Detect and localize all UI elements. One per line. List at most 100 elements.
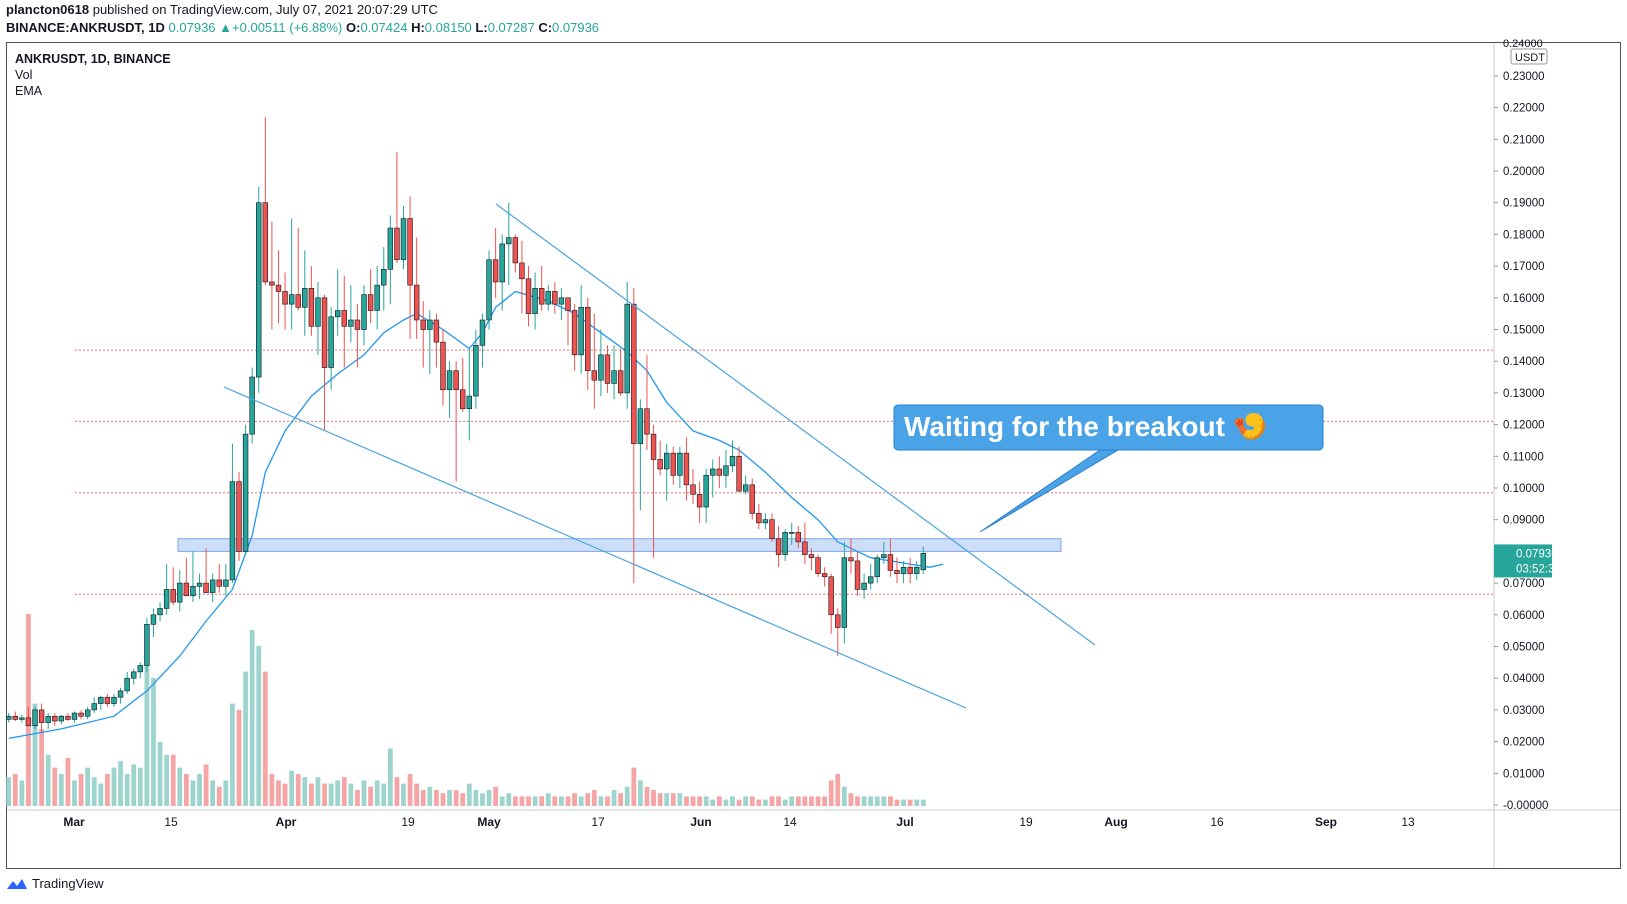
volume-bar [677,793,683,806]
candle-body [157,608,163,616]
volume-bar [12,774,18,806]
volume-bar [795,796,801,806]
price-tick-label: 0.10000 [1503,483,1545,495]
candle-body [815,557,821,574]
candle-body [413,284,420,321]
volume-bar [637,780,643,806]
callout: Waiting for the breakout 🍤 [893,404,1324,533]
candle-body [295,294,301,308]
volume-bar [473,790,479,806]
price-tick-label: 0.18000 [1503,229,1545,241]
time-tick-label: Mar [63,815,85,829]
volume-bar [822,796,828,806]
candle-body [78,712,84,717]
volume-bar [690,796,696,806]
volume-bar [387,748,393,806]
candle-body [914,566,920,574]
author-name[interactable]: plancton0618 [6,2,90,17]
volume-bar [848,793,854,806]
volume-bar [401,783,406,806]
candle-body [545,291,551,305]
volume-bar [868,796,874,806]
candle-body [71,712,78,720]
volume-bar [183,774,189,806]
volume-bar [466,783,472,806]
volume-bar [322,783,327,806]
candle-body [209,579,216,593]
chart-frame[interactable] [6,42,1621,869]
candle-body [407,218,413,286]
support-zone [177,538,1062,552]
volume-bar [684,796,689,806]
volume-bar [262,671,268,806]
candle-body [479,319,486,346]
volume-bar [716,796,722,806]
candle-body [177,582,183,603]
candle-body [354,319,361,330]
volume-bar [855,796,860,806]
volume-bar [598,796,604,806]
candle-body [710,468,716,476]
volume-bar [308,783,314,806]
volume-bar [624,786,630,806]
candle-body [762,519,769,524]
publish-info: plancton0618 published on TradingView.co… [6,2,438,17]
volume-bar [58,774,64,806]
candle-body [631,303,637,444]
volume-bar [190,780,196,806]
candle-body [170,589,176,603]
footer-brand[interactable]: TradingView [6,876,104,891]
candle-body [894,570,900,574]
close-label: C: [538,20,553,35]
volume-bar [348,783,354,806]
volume-bar [888,796,893,806]
candle-body [473,345,479,397]
volume-bar [302,777,308,806]
currency-label: USDT [1515,52,1545,64]
volume-bar [381,783,387,806]
upper-trendline [495,203,1096,646]
volume-bar [453,790,459,806]
volume-bar [493,786,499,806]
price-tick-label: 0.05000 [1503,642,1545,654]
volume-bar [526,796,531,806]
candle-body [492,259,499,283]
candle-body [881,554,887,559]
candle-body [499,243,505,283]
volume-bar [486,790,492,806]
candle-body [433,319,440,343]
candle-body [361,294,367,330]
volume-bar [815,796,821,806]
countdown-label: 03:52:32 [1516,563,1561,575]
volume-bar [249,630,255,806]
time-tick-label: Jul [896,815,913,829]
volume-bar [559,796,564,806]
candle-body [374,284,380,311]
ema-polyline [8,290,944,740]
time-tick-label: Sep [1315,815,1337,829]
candle-body [163,589,170,609]
candle-body [427,319,433,330]
volume-bar [52,767,58,806]
candle-body [84,709,91,717]
legend-vol[interactable]: Vol [15,68,33,82]
candle-body [782,532,788,555]
volume-bar [874,796,880,806]
volume-bar [203,764,209,806]
volume-bar [137,767,143,806]
volume-bar [407,774,413,806]
price-tick-label: 0.07000 [1503,578,1545,590]
legend-ema[interactable]: EMA [15,84,43,98]
candle-body [532,287,538,314]
volume-bar [651,790,656,806]
candle-body [874,557,880,578]
volume-bar [723,799,729,806]
volume-bar [111,767,117,806]
candle-body [571,310,578,356]
low-label: L: [475,20,488,35]
volume-bar [427,786,433,806]
volume-bar [512,796,518,806]
high-value: 0.08150 [424,20,472,35]
volume-bar [170,754,176,806]
